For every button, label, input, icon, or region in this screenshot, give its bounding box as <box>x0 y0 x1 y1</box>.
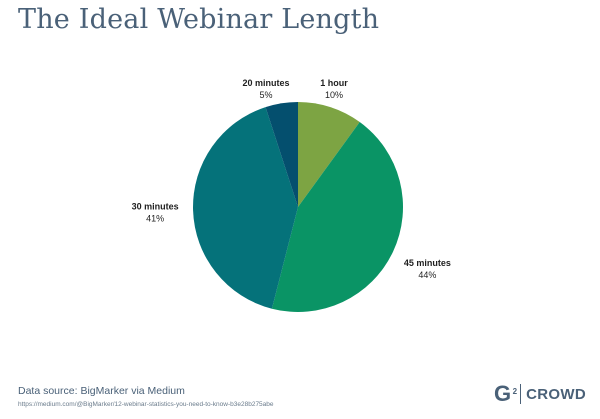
chart-title: The Ideal Webinar Length <box>18 4 380 35</box>
pie-slice-20-minutes <box>265 102 298 207</box>
pie-slice-45-minutes <box>271 122 404 312</box>
slice-label-name: 20 minutes <box>242 78 289 88</box>
data-source: Data source: BigMarker via Medium <box>18 385 185 397</box>
slice-label-name: 30 minutes <box>132 202 179 212</box>
pie-labels: 1 hour 10% 45 minutes 44% 30 minutes 41% 20 mi… <box>132 78 451 280</box>
logo-divider <box>520 384 522 404</box>
pie-slices <box>193 102 404 312</box>
source-url: https://medium.com/@BigMarker/12-webinar… <box>18 401 274 408</box>
slice-label-name: 1 hour <box>320 78 348 88</box>
logo-text: CROWD <box>526 385 586 403</box>
slice-label-value: 10% <box>325 90 343 100</box>
slice-label-name: 45 minutes <box>404 258 451 268</box>
slice-label-value: 41% <box>146 214 164 224</box>
slice-label-value: 44% <box>418 270 436 280</box>
pie-slice-1-hour <box>298 102 360 207</box>
slice-label-value: 5% <box>259 90 272 100</box>
pie-slice-30-minutes <box>193 107 298 309</box>
